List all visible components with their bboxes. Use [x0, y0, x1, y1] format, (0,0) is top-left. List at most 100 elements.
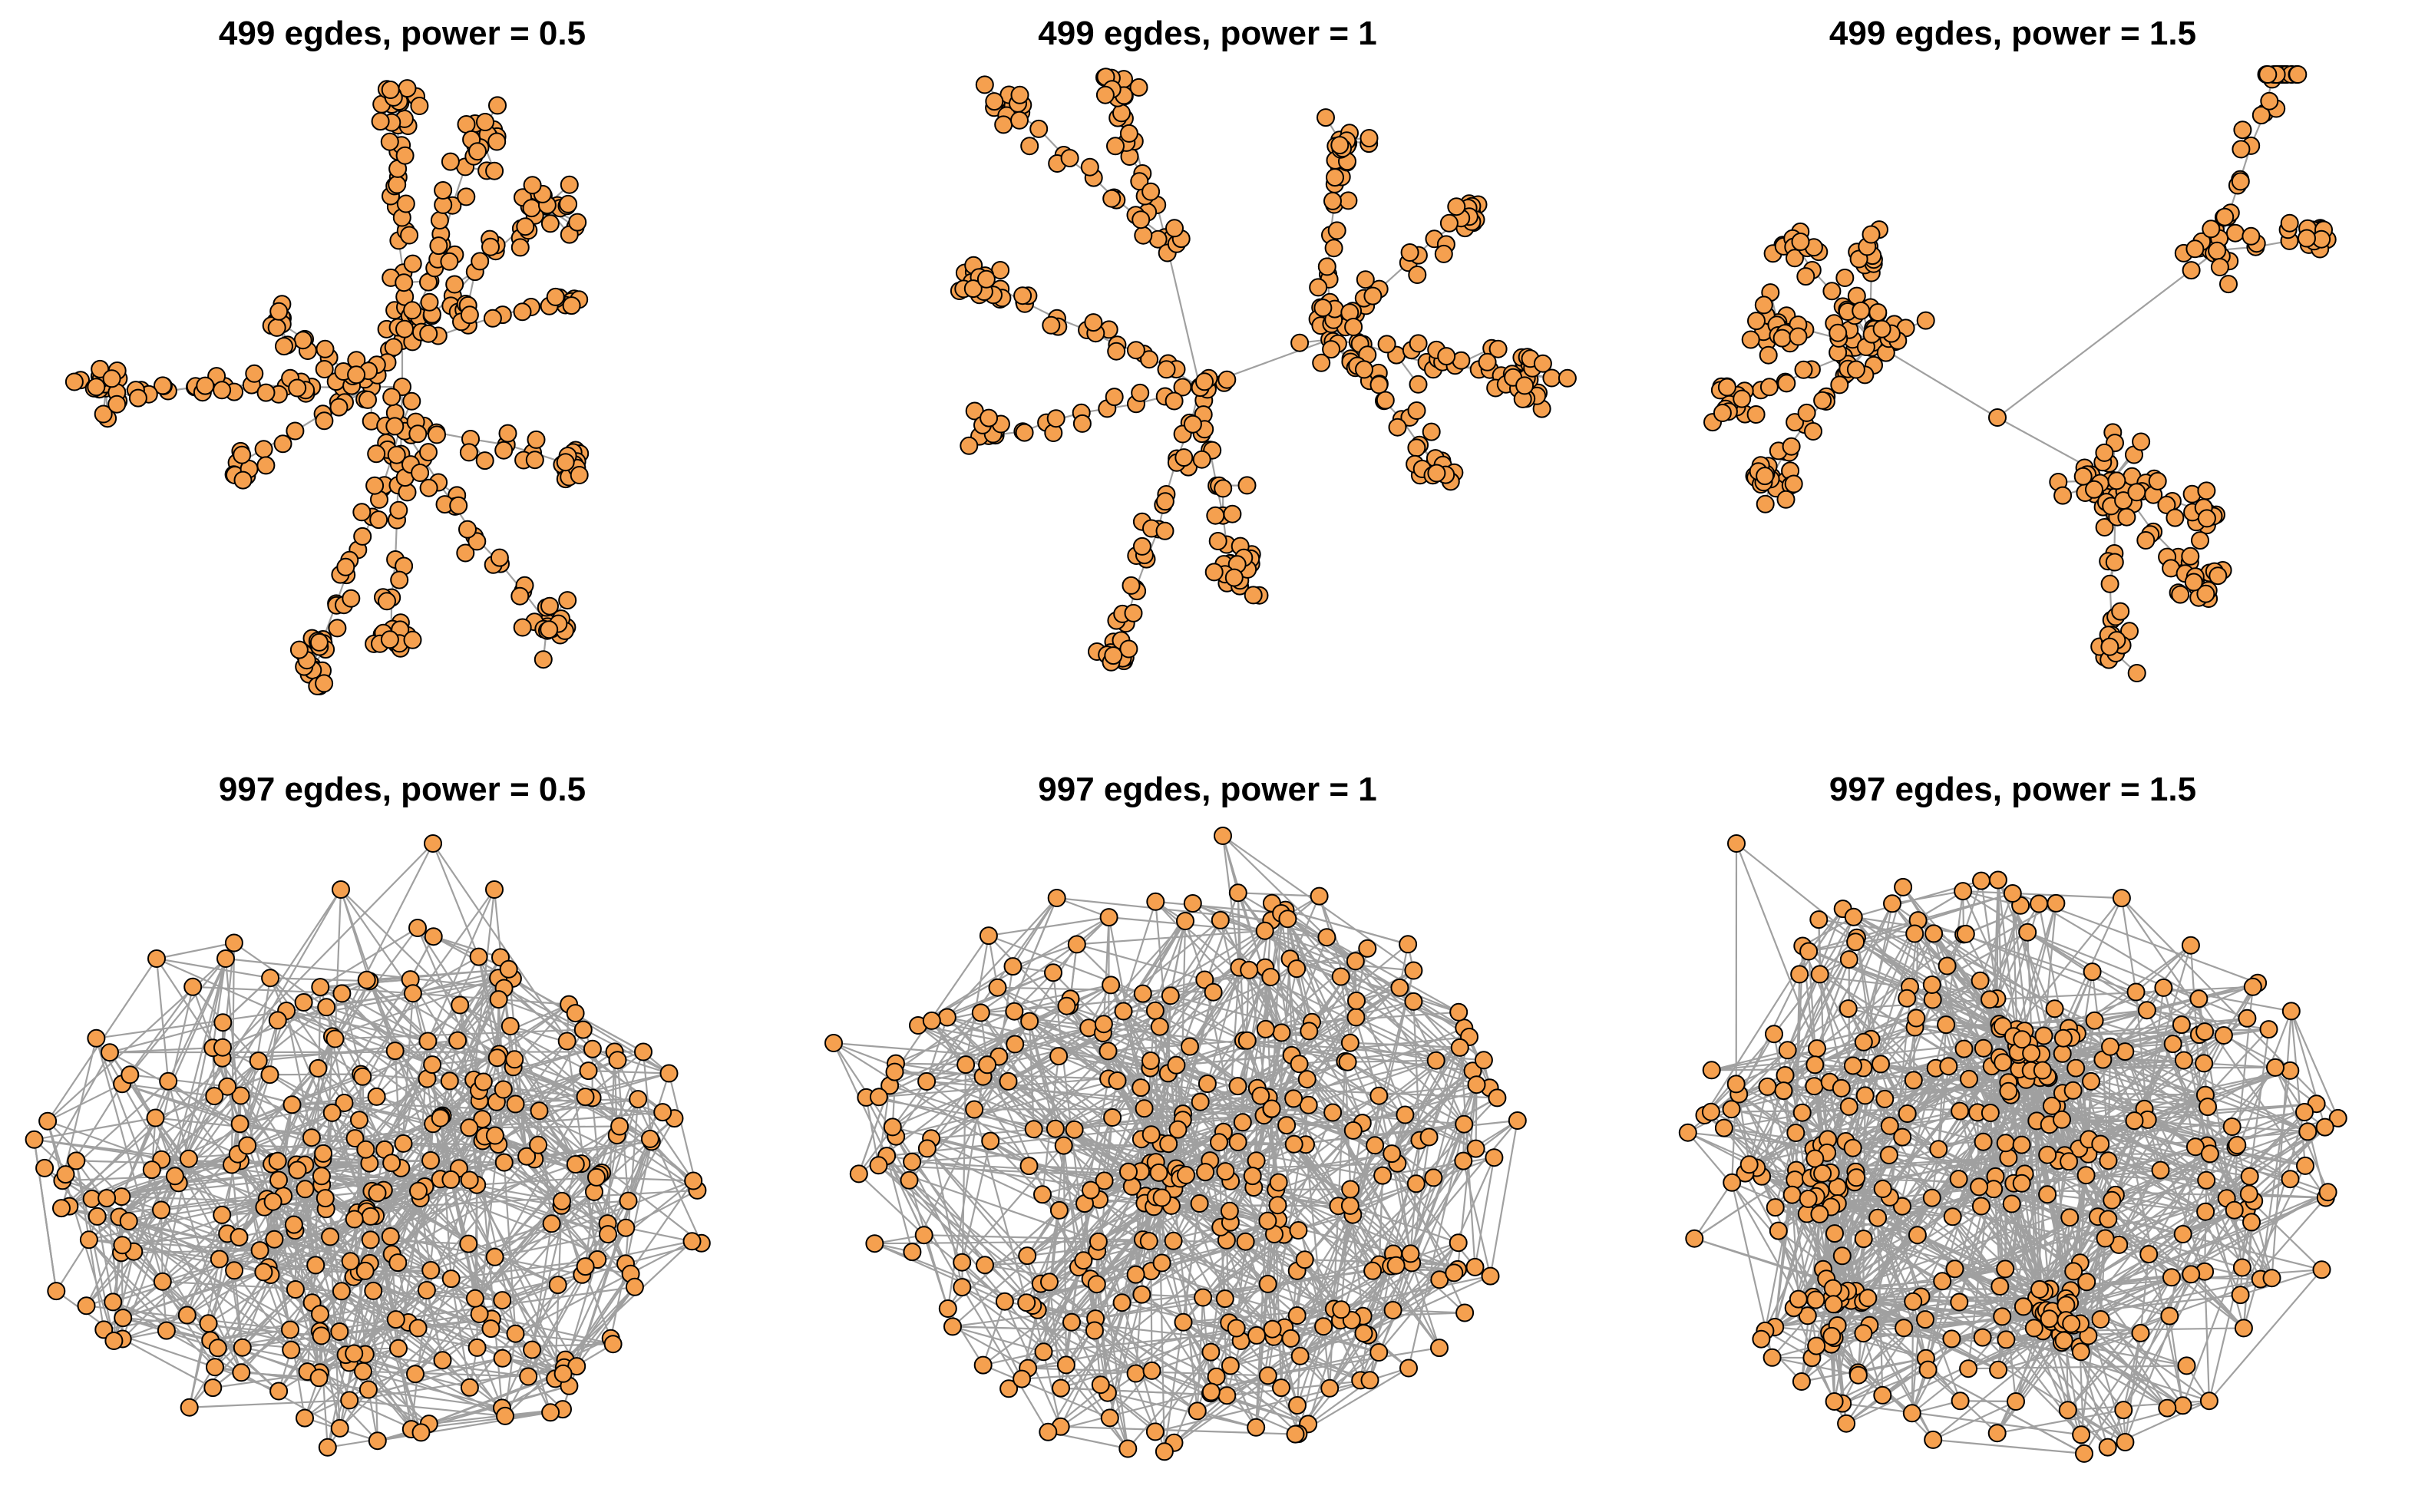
network-edge [926, 1017, 948, 1082]
network-node [513, 618, 532, 637]
network-edge [122, 1163, 576, 1319]
network-node [213, 1038, 232, 1057]
network-node [975, 75, 994, 94]
network-node [976, 1256, 994, 1275]
network-node [953, 1253, 972, 1272]
network-node [269, 302, 289, 321]
network-node [121, 1065, 140, 1084]
network-node [294, 993, 313, 1012]
network-node [1796, 267, 1815, 286]
panel-997-power-0-5: 997 egdes, power = 0.5 [0, 756, 804, 1512]
network-node [2127, 664, 2146, 682]
network-edge [207, 1215, 376, 1325]
network-edge [1161, 1263, 1184, 1323]
network-node [566, 1004, 585, 1023]
network-node [527, 430, 546, 449]
network-edge [494, 1233, 609, 1258]
network-node [1126, 1364, 1145, 1383]
network-node [418, 1032, 438, 1051]
network-node [1190, 1194, 1209, 1213]
network-node [2085, 480, 2103, 499]
network-edge [1252, 1153, 1393, 1177]
network-node [1485, 1148, 1504, 1167]
network-node [2219, 275, 2238, 294]
network-edge [1173, 1352, 1212, 1444]
network-node [1119, 124, 1138, 143]
nodes-layer [64, 79, 590, 695]
network-node [233, 1338, 252, 1357]
network-node [309, 1368, 329, 1388]
network-node [128, 388, 147, 408]
network-node [1399, 935, 1418, 954]
network-node [196, 376, 215, 395]
network-node [256, 456, 276, 475]
network-edge [1323, 1144, 1376, 1327]
network-edge [1004, 1121, 1244, 1302]
network-node [113, 1236, 132, 1255]
network-node [350, 1111, 368, 1130]
network-edge [504, 1240, 693, 1417]
network-node [2105, 553, 2124, 572]
network-node [47, 1282, 66, 1301]
network-node [97, 1189, 117, 1208]
network-node [2197, 481, 2216, 500]
network-node [233, 470, 253, 490]
network-node [317, 998, 336, 1017]
network-edge [1066, 1005, 1191, 1048]
network-node [342, 589, 361, 608]
network-edge [341, 1290, 556, 1380]
network-edge [1206, 967, 1241, 1084]
network-node [321, 1227, 340, 1246]
network-node [358, 390, 377, 409]
network-edge [448, 999, 500, 1081]
network-node [284, 1215, 303, 1234]
network-node [1422, 422, 1441, 441]
network-node [2185, 239, 2205, 259]
network-edge [103, 1198, 268, 1331]
network-edge [44, 1051, 111, 1169]
network-node [421, 1151, 440, 1170]
network-node [400, 226, 419, 245]
network-edge [562, 1223, 609, 1375]
network-edge [246, 1074, 271, 1146]
network-node [985, 92, 1004, 111]
network-edge [1161, 1197, 1394, 1311]
network-node [104, 1332, 124, 1350]
network-edge [1060, 1197, 1163, 1389]
network-edge [982, 1301, 1006, 1365]
network-edge [983, 1364, 1111, 1419]
network-edge [1347, 1061, 1465, 1125]
network-node [293, 331, 312, 350]
network-node [2095, 518, 2114, 536]
network-node [560, 175, 579, 194]
network-node [316, 339, 335, 358]
network-node [378, 592, 396, 611]
network-node [382, 388, 401, 407]
network-node [2053, 486, 2073, 505]
network-edge [428, 1408, 563, 1425]
network-node [1408, 266, 1427, 284]
network-node [142, 1160, 161, 1180]
network-node [2196, 584, 2215, 603]
network-node [2251, 106, 2271, 125]
network-node [1363, 286, 1383, 305]
network-node [2148, 471, 2167, 490]
network-edge [1230, 1365, 1309, 1425]
network-edge [433, 936, 644, 1053]
network-edge [122, 1338, 213, 1389]
network-node [570, 466, 589, 484]
network-node [2136, 531, 2156, 550]
network-node [470, 1305, 489, 1323]
network-node [275, 337, 293, 356]
network-edge [1489, 1120, 1518, 1276]
network-node [56, 1165, 75, 1184]
network-node [1782, 437, 1801, 456]
network-node [314, 1144, 333, 1163]
network-node [1789, 327, 1808, 346]
network-node [1080, 157, 1099, 177]
network-node [208, 1339, 227, 1358]
network-node [1488, 339, 1508, 358]
network-edge [1287, 1114, 1406, 1127]
network-edge [188, 1346, 243, 1408]
network-edge [68, 1095, 215, 1207]
